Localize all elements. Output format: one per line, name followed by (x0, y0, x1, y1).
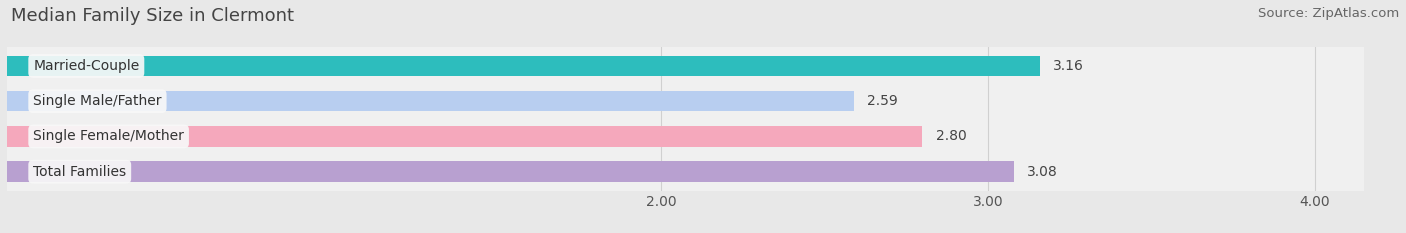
Bar (7, 161, 1014, 182)
Text: 2.80: 2.80 (935, 130, 966, 144)
Text: Total Families: Total Families (34, 165, 127, 179)
Bar (7, 56, 1040, 76)
Text: Married-Couple: Married-Couple (34, 59, 139, 73)
Bar (7, 126, 922, 147)
Text: 3.08: 3.08 (1026, 165, 1057, 179)
Text: 3.16: 3.16 (1053, 59, 1084, 73)
Text: Source: ZipAtlas.com: Source: ZipAtlas.com (1258, 7, 1399, 20)
Text: Single Female/Mother: Single Female/Mother (34, 130, 184, 144)
Bar (7, 91, 853, 111)
Text: Median Family Size in Clermont: Median Family Size in Clermont (11, 7, 294, 25)
Text: 2.59: 2.59 (868, 94, 897, 108)
Text: Single Male/Father: Single Male/Father (34, 94, 162, 108)
